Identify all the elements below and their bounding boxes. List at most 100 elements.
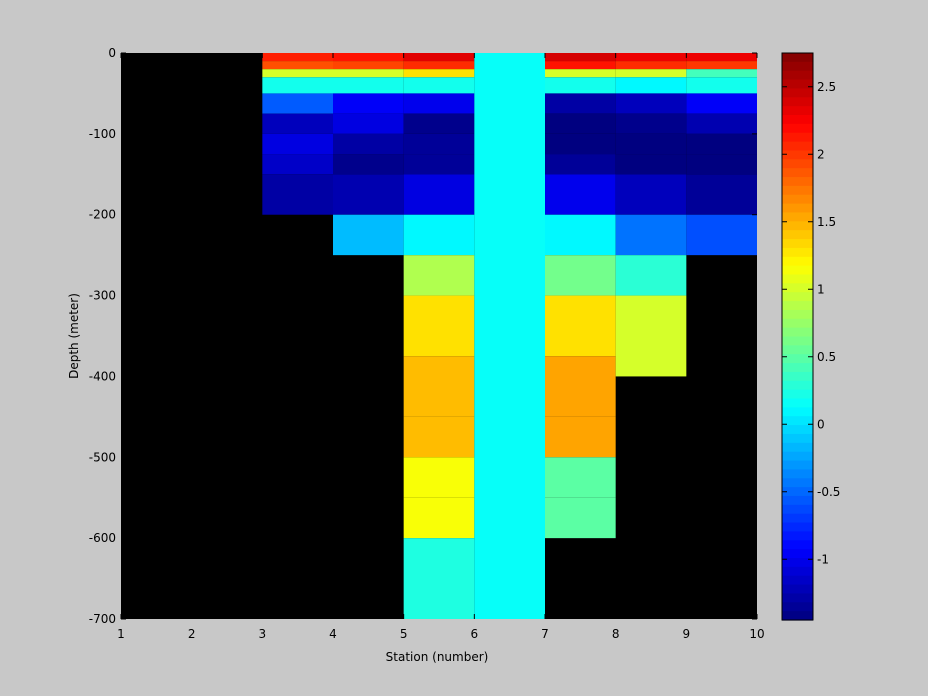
heatmap-cell	[333, 69, 404, 78]
heatmap-cell	[545, 416, 616, 458]
colorbar-tick-label: -1	[817, 552, 829, 566]
colorbar-band	[782, 522, 813, 533]
colorbar-band	[782, 354, 813, 364]
heatmap-cell	[686, 53, 757, 62]
heatmap-cell	[615, 53, 687, 62]
heatmap-cell	[615, 214, 687, 256]
heatmap-cell	[333, 93, 404, 114]
colorbar-band	[782, 487, 813, 497]
colorbar-band	[782, 123, 813, 134]
colorbar-band	[782, 203, 813, 214]
colorbar-tick-label: 0	[817, 417, 825, 431]
heatmap-cell	[474, 53, 545, 619]
heatmap-cell	[686, 61, 757, 70]
heatmap-cell	[333, 133, 404, 155]
heatmap-cell	[333, 61, 404, 70]
heatmap-cell	[615, 69, 687, 78]
heatmap-cell	[686, 214, 757, 256]
colorbar-band	[782, 389, 813, 400]
colorbar-band	[782, 177, 813, 187]
colorbar-tick-label: 2	[817, 147, 825, 161]
colorbar-tick-label: 1.5	[817, 215, 836, 229]
colorbar-band	[782, 327, 813, 338]
colorbar-band	[782, 557, 813, 568]
colorbar-band	[782, 540, 813, 550]
colorbar-band	[782, 265, 813, 276]
colorbar-band	[782, 230, 813, 240]
colorbar-frame	[781, 52, 814, 621]
colorbar-band	[782, 566, 813, 577]
colorbar-band	[782, 433, 813, 444]
heatmap-cell	[403, 53, 475, 62]
colorbar-band	[782, 301, 813, 311]
heatmap-cell	[545, 69, 616, 78]
y-tick-label: -600	[89, 531, 116, 545]
x-tick-label: 3	[259, 627, 267, 641]
colorbar-band	[782, 53, 813, 63]
heatmap-cell	[545, 356, 616, 417]
colorbar-band	[782, 283, 813, 293]
colorbar-band	[782, 247, 813, 258]
heatmap-cell	[615, 61, 687, 70]
colorbar-band	[782, 345, 813, 355]
colorbar-band	[782, 371, 813, 382]
colorbar-band	[782, 185, 813, 196]
heatmap-cell	[403, 416, 475, 458]
heatmap-cell	[333, 77, 404, 94]
colorbar-band	[782, 79, 813, 90]
heatmap-cell	[615, 154, 687, 175]
heatmap-cell	[333, 214, 404, 256]
colorbar-band	[782, 194, 813, 205]
colorbar-band	[782, 398, 813, 408]
heatmap-cell	[615, 336, 687, 377]
heatmap-cell	[403, 133, 475, 155]
heatmap-cell	[403, 497, 475, 539]
heatmap-cell	[262, 93, 333, 114]
x-tick-label: 1	[117, 627, 125, 641]
heatmap-cell	[333, 113, 404, 134]
colorbar-band	[782, 575, 813, 586]
colorbar-band	[782, 168, 813, 178]
heatmap-cell	[403, 457, 475, 498]
colorbar-band	[782, 292, 813, 302]
colorbar-band	[782, 478, 813, 488]
colorbar-band	[782, 495, 813, 506]
heatmap-cell	[545, 497, 616, 539]
heatmap-cell	[686, 113, 757, 134]
heatmap-cell	[403, 295, 475, 357]
colorbar-band	[782, 309, 813, 320]
heatmap-cell	[686, 154, 757, 175]
colorbar-band	[782, 451, 813, 462]
heatmap-cell	[262, 69, 333, 78]
y-tick-label: -100	[89, 127, 116, 141]
heatmap-cell	[403, 93, 475, 114]
heatmap-cell	[403, 214, 475, 256]
heatmap-cell	[545, 457, 616, 498]
heatmap-cell	[686, 133, 757, 155]
heatmap-cell	[686, 77, 757, 94]
colorbar-band	[782, 88, 813, 98]
heatmap-cell	[686, 69, 757, 78]
colorbar-band	[782, 531, 813, 541]
heatmap-cell	[262, 133, 333, 155]
colorbar-band	[782, 611, 813, 621]
heatmap-cell	[545, 113, 616, 134]
heatmap-cell	[615, 174, 687, 215]
x-axis-title: Station (number)	[386, 650, 489, 664]
colorbar-tick-label: 2.5	[817, 80, 836, 94]
heatmap-cell	[615, 77, 687, 94]
heatmap-cell	[262, 113, 333, 134]
y-tick-label: -500	[89, 450, 116, 464]
heatmap-cell	[262, 174, 333, 215]
colorbar-band	[782, 407, 813, 417]
colorbar-band	[782, 513, 813, 524]
colorbar-band	[782, 212, 813, 222]
colorbar: 2.5 2 1.5 1 0.5 0 -0.5 -1	[781, 52, 840, 621]
heatmap-cell	[686, 174, 757, 215]
x-tick-label: 4	[329, 627, 337, 641]
colorbar-band	[782, 132, 813, 143]
colorbar-band	[782, 256, 813, 267]
x-tick-label: 8	[612, 627, 620, 641]
heatmap-cell	[262, 53, 333, 62]
